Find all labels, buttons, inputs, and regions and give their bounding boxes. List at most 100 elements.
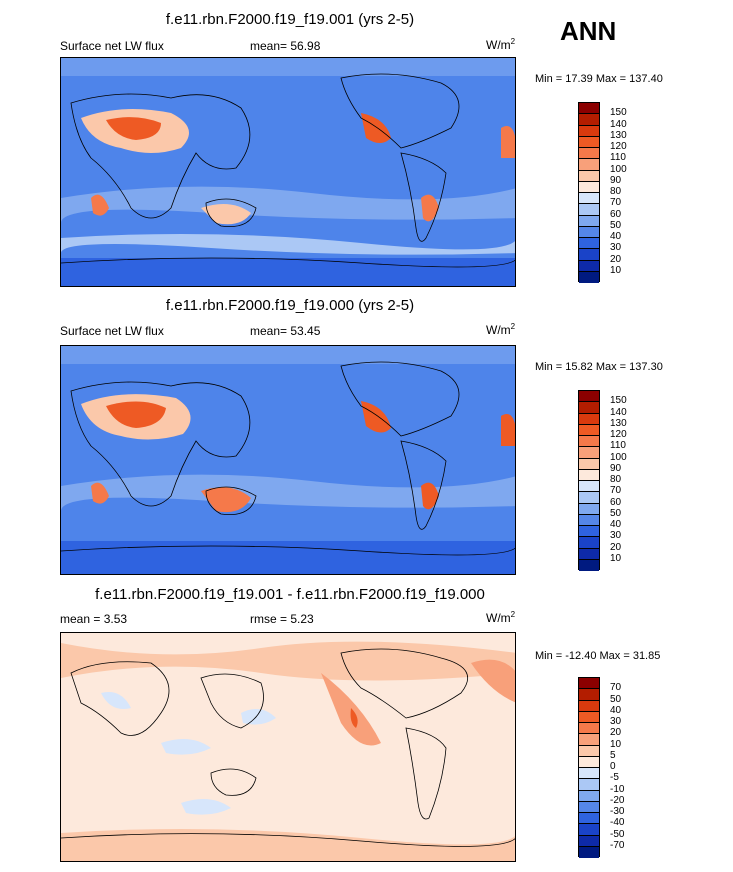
colorbar-swatch xyxy=(579,136,599,148)
colorbar-label: 10 xyxy=(610,552,622,564)
panel-2-variable: Surface net LW flux xyxy=(60,324,164,338)
colorbar-swatch xyxy=(579,756,599,768)
colorbar-label: 130 xyxy=(610,129,627,141)
panel-2-colorbar xyxy=(578,390,600,571)
colorbar-label: 10 xyxy=(610,738,622,750)
colorbar-label: 70 xyxy=(610,682,622,694)
colorbar-swatch xyxy=(579,824,599,836)
panel-1-title: f.e11.rbn.F2000.f19_f19.001 (yrs 2-5) xyxy=(165,11,415,28)
colorbar-swatch xyxy=(579,723,599,735)
panel-3-title: f.e11.rbn.F2000.f19_f19.001 - f.e11.rbn.… xyxy=(95,586,485,603)
colorbar-label: -50 xyxy=(610,828,625,840)
colorbar-swatch xyxy=(579,181,599,193)
panel-1-minmax: Min = 17.39 Max = 137.40 xyxy=(535,73,663,85)
colorbar-label: 140 xyxy=(610,406,627,418)
colorbar-label: 5 xyxy=(610,749,616,761)
colorbar-swatch xyxy=(579,790,599,802)
colorbar-label: 90 xyxy=(610,462,622,474)
colorbar-label: -70 xyxy=(610,839,625,851)
colorbar-swatch xyxy=(579,260,599,272)
colorbar-label: 20 xyxy=(610,727,622,739)
colorbar-swatch xyxy=(579,559,599,571)
panel-3-mean: mean = 3.53 xyxy=(60,612,128,626)
colorbar-label: 50 xyxy=(610,219,622,231)
colorbar-label: 90 xyxy=(610,174,622,186)
colorbar-label: 80 xyxy=(610,186,622,197)
panel-1-map xyxy=(60,57,516,287)
colorbar-swatch xyxy=(579,148,599,160)
colorbar-swatch xyxy=(579,204,599,216)
colorbar-label: -30 xyxy=(610,806,625,817)
colorbar-label: 100 xyxy=(610,451,627,463)
colorbar-swatch xyxy=(579,436,599,448)
panel-1-colorbar xyxy=(578,102,600,283)
colorbar-swatch xyxy=(579,700,599,712)
panel-2-map xyxy=(60,345,516,575)
colorbar-label: 30 xyxy=(610,530,622,542)
panel-3-map xyxy=(60,632,516,862)
colorbar-label: -10 xyxy=(610,783,625,795)
colorbar-label: 40 xyxy=(610,704,622,716)
panel-1-variable: Surface net LW flux xyxy=(60,39,164,53)
colorbar-swatch xyxy=(579,537,599,549)
colorbar-swatch xyxy=(579,469,599,481)
colorbar-label: 140 xyxy=(610,118,627,130)
colorbar-swatch xyxy=(579,215,599,227)
colorbar-swatch xyxy=(579,424,599,436)
colorbar-label: 30 xyxy=(610,242,622,254)
colorbar-label: 100 xyxy=(610,163,627,175)
colorbar-swatch xyxy=(579,170,599,182)
season-label: ANN xyxy=(560,16,617,46)
panel-2-units: W/m2 xyxy=(486,322,516,337)
colorbar-swatch xyxy=(579,159,599,171)
colorbar-swatch xyxy=(579,779,599,791)
colorbar-swatch xyxy=(579,391,599,403)
colorbar-label: 70 xyxy=(610,485,622,497)
colorbar-label: 20 xyxy=(610,541,622,553)
colorbar-swatch xyxy=(579,846,599,858)
colorbar-swatch xyxy=(579,271,599,283)
colorbar-swatch xyxy=(579,114,599,126)
colorbar-swatch xyxy=(579,503,599,515)
panel-3-minmax: Min = -12.40 Max = 31.85 xyxy=(535,650,661,662)
colorbar-label: -5 xyxy=(610,772,619,784)
colorbar-swatch xyxy=(579,238,599,250)
panel-3-units: W/m2 xyxy=(486,610,516,625)
panel-3-colorbar xyxy=(578,677,600,858)
colorbar-label: 30 xyxy=(610,716,622,727)
colorbar-label: 10 xyxy=(610,264,622,276)
colorbar-swatch xyxy=(579,734,599,746)
colorbar-swatch xyxy=(579,103,599,115)
panel-3-rmse: rmse = 5.23 xyxy=(250,612,314,626)
colorbar-label: 120 xyxy=(610,429,627,440)
colorbar-label: 80 xyxy=(610,474,622,485)
colorbar-label: 60 xyxy=(610,208,622,220)
colorbar-label: 60 xyxy=(610,496,622,508)
colorbar-swatch xyxy=(579,813,599,825)
panel-2-title: f.e11.rbn.F2000.f19_f19.000 (yrs 2-5) xyxy=(165,297,415,314)
colorbar-label: -40 xyxy=(610,817,625,829)
colorbar-swatch xyxy=(579,193,599,205)
colorbar-swatch xyxy=(579,678,599,690)
colorbar-swatch xyxy=(579,835,599,847)
colorbar-swatch xyxy=(579,402,599,414)
colorbar-label: 130 xyxy=(610,417,627,429)
colorbar-label: 120 xyxy=(610,141,627,152)
colorbar-label: 110 xyxy=(610,152,626,164)
colorbar-swatch xyxy=(579,249,599,261)
colorbar-swatch xyxy=(579,514,599,526)
colorbar-label: 150 xyxy=(610,107,627,119)
colorbar-swatch xyxy=(579,447,599,459)
colorbar-label: 110 xyxy=(610,440,626,452)
colorbar-swatch xyxy=(579,492,599,504)
panel-2-minmax: Min = 15.82 Max = 137.30 xyxy=(535,361,663,373)
colorbar-label: 40 xyxy=(610,231,622,242)
colorbar-label: 50 xyxy=(610,507,622,519)
colorbar-label: -20 xyxy=(610,794,625,806)
colorbar-label: 150 xyxy=(610,395,627,407)
colorbar-swatch xyxy=(579,125,599,137)
colorbar-label: 0 xyxy=(610,761,616,772)
colorbar-swatch xyxy=(579,481,599,493)
colorbar-swatch xyxy=(579,548,599,560)
colorbar-swatch xyxy=(579,458,599,470)
